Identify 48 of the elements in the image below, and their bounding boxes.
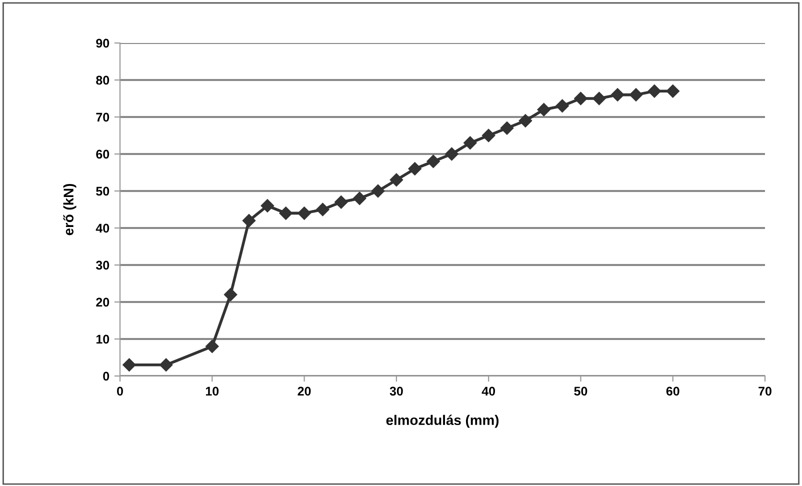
point (371, 184, 385, 198)
point (592, 92, 606, 106)
point (648, 84, 662, 98)
point (426, 154, 440, 168)
point (500, 122, 514, 135)
point (390, 173, 404, 186)
point (610, 88, 624, 102)
point (206, 340, 219, 353)
y-tick-label: 90 (96, 38, 110, 48)
y-tick-label: 70 (96, 112, 110, 122)
point (556, 99, 569, 112)
x-tick-label: 50 (574, 386, 588, 396)
y-axis-title: erő (kN) (63, 184, 76, 236)
point (408, 162, 422, 176)
point (242, 214, 256, 228)
y-tick-label: 30 (96, 260, 110, 270)
x-tick-label: 20 (298, 386, 311, 396)
x-tick-label: 10 (206, 386, 219, 396)
point (122, 358, 136, 372)
y-tick-label: 50 (96, 186, 110, 196)
point (574, 92, 588, 106)
y-tick-label: 60 (96, 150, 110, 159)
y-tick-label: 0 (103, 372, 110, 381)
point (298, 206, 311, 220)
y-tick-label: 10 (96, 334, 110, 344)
point (352, 192, 366, 205)
point (159, 358, 173, 372)
y-tick-label: 40 (96, 224, 110, 233)
point (260, 199, 274, 212)
x-tick-label: 60 (666, 386, 680, 396)
point (279, 206, 292, 220)
x-tick-label: 70 (758, 386, 772, 396)
point (482, 128, 496, 142)
point (224, 288, 238, 302)
y-tick-label: 20 (96, 298, 110, 307)
x-tick-label: 30 (390, 386, 403, 396)
y-tick-label: 80 (96, 76, 110, 85)
point (464, 136, 477, 150)
point (518, 114, 532, 128)
point (334, 196, 348, 209)
point (629, 88, 643, 102)
x-tick-label: 40 (482, 386, 496, 396)
point (445, 147, 458, 161)
x-tick-label: 0 (117, 386, 123, 396)
point (316, 202, 330, 216)
point (666, 84, 680, 98)
x-axis-title: elmozdulás (mm) (386, 414, 499, 428)
point (537, 103, 550, 116)
